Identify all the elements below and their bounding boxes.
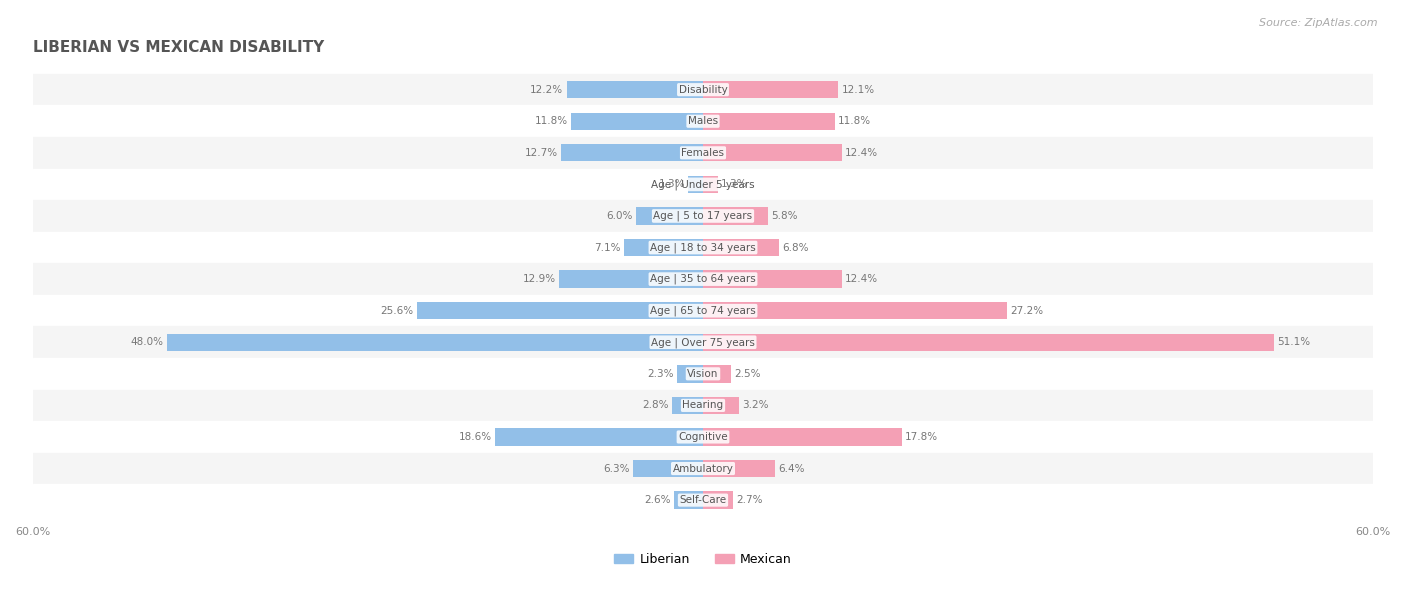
Bar [32, 232, 1374, 263]
Text: 17.8%: 17.8% [905, 432, 938, 442]
Bar [633, 460, 703, 477]
Bar [558, 271, 703, 288]
Text: 2.6%: 2.6% [644, 495, 671, 505]
Text: 3.2%: 3.2% [742, 400, 769, 411]
Text: Males: Males [688, 116, 718, 126]
Text: Age | 65 to 74 years: Age | 65 to 74 years [650, 305, 756, 316]
Bar [418, 302, 703, 319]
Text: Hearing: Hearing [682, 400, 724, 411]
Bar [703, 81, 838, 99]
Text: Age | 35 to 64 years: Age | 35 to 64 years [650, 274, 756, 285]
Text: Self-Care: Self-Care [679, 495, 727, 505]
Text: 25.6%: 25.6% [381, 305, 413, 316]
Text: Age | Under 5 years: Age | Under 5 years [651, 179, 755, 190]
Bar [703, 207, 768, 225]
Bar [167, 334, 703, 351]
Bar [32, 295, 1374, 326]
Text: 18.6%: 18.6% [458, 432, 492, 442]
Text: Source: ZipAtlas.com: Source: ZipAtlas.com [1260, 18, 1378, 28]
Bar [703, 428, 901, 446]
Bar [703, 334, 1274, 351]
Bar [703, 271, 842, 288]
Bar [32, 137, 1374, 168]
Bar [567, 81, 703, 99]
Bar [571, 113, 703, 130]
Text: 7.1%: 7.1% [593, 242, 620, 253]
Bar [703, 302, 1007, 319]
Text: Ambulatory: Ambulatory [672, 463, 734, 474]
Text: Age | Over 75 years: Age | Over 75 years [651, 337, 755, 348]
Bar [32, 74, 1374, 105]
Text: Age | 18 to 34 years: Age | 18 to 34 years [650, 242, 756, 253]
Bar [32, 421, 1374, 453]
Text: 12.7%: 12.7% [524, 148, 558, 158]
Bar [32, 358, 1374, 390]
Text: 48.0%: 48.0% [131, 337, 163, 347]
Bar [703, 239, 779, 256]
Bar [672, 397, 703, 414]
Text: LIBERIAN VS MEXICAN DISABILITY: LIBERIAN VS MEXICAN DISABILITY [32, 40, 323, 55]
Bar [703, 176, 717, 193]
Text: Vision: Vision [688, 369, 718, 379]
Text: 2.3%: 2.3% [647, 369, 673, 379]
Bar [32, 200, 1374, 232]
Text: 2.8%: 2.8% [643, 400, 668, 411]
Bar [32, 484, 1374, 516]
Bar [495, 428, 703, 446]
Text: 12.4%: 12.4% [845, 148, 877, 158]
Text: 12.2%: 12.2% [530, 84, 564, 95]
Bar [678, 365, 703, 382]
Bar [703, 397, 738, 414]
Bar [32, 168, 1374, 200]
Bar [32, 105, 1374, 137]
Bar [32, 326, 1374, 358]
Bar [32, 390, 1374, 421]
Text: 12.4%: 12.4% [845, 274, 877, 284]
Bar [703, 491, 733, 509]
Text: 51.1%: 51.1% [1277, 337, 1310, 347]
Bar [32, 263, 1374, 295]
Bar [673, 491, 703, 509]
Bar [624, 239, 703, 256]
Text: 27.2%: 27.2% [1011, 305, 1043, 316]
Bar [32, 453, 1374, 484]
Bar [703, 113, 835, 130]
Legend: Liberian, Mexican: Liberian, Mexican [609, 548, 797, 570]
Text: 2.7%: 2.7% [737, 495, 763, 505]
Text: Disability: Disability [679, 84, 727, 95]
Text: 2.5%: 2.5% [734, 369, 761, 379]
Text: 6.0%: 6.0% [606, 211, 633, 221]
Text: 6.4%: 6.4% [778, 463, 804, 474]
Text: 6.3%: 6.3% [603, 463, 630, 474]
Text: 11.8%: 11.8% [838, 116, 872, 126]
Bar [703, 365, 731, 382]
Text: Age | 5 to 17 years: Age | 5 to 17 years [654, 211, 752, 221]
Bar [636, 207, 703, 225]
Text: 1.3%: 1.3% [721, 179, 748, 189]
Text: 1.3%: 1.3% [658, 179, 685, 189]
Bar [703, 460, 775, 477]
Bar [561, 144, 703, 162]
Bar [703, 144, 842, 162]
Text: Cognitive: Cognitive [678, 432, 728, 442]
Bar [689, 176, 703, 193]
Text: Females: Females [682, 148, 724, 158]
Text: 6.8%: 6.8% [782, 242, 808, 253]
Text: 12.1%: 12.1% [842, 84, 875, 95]
Text: 11.8%: 11.8% [534, 116, 568, 126]
Text: 12.9%: 12.9% [523, 274, 555, 284]
Text: 5.8%: 5.8% [770, 211, 797, 221]
